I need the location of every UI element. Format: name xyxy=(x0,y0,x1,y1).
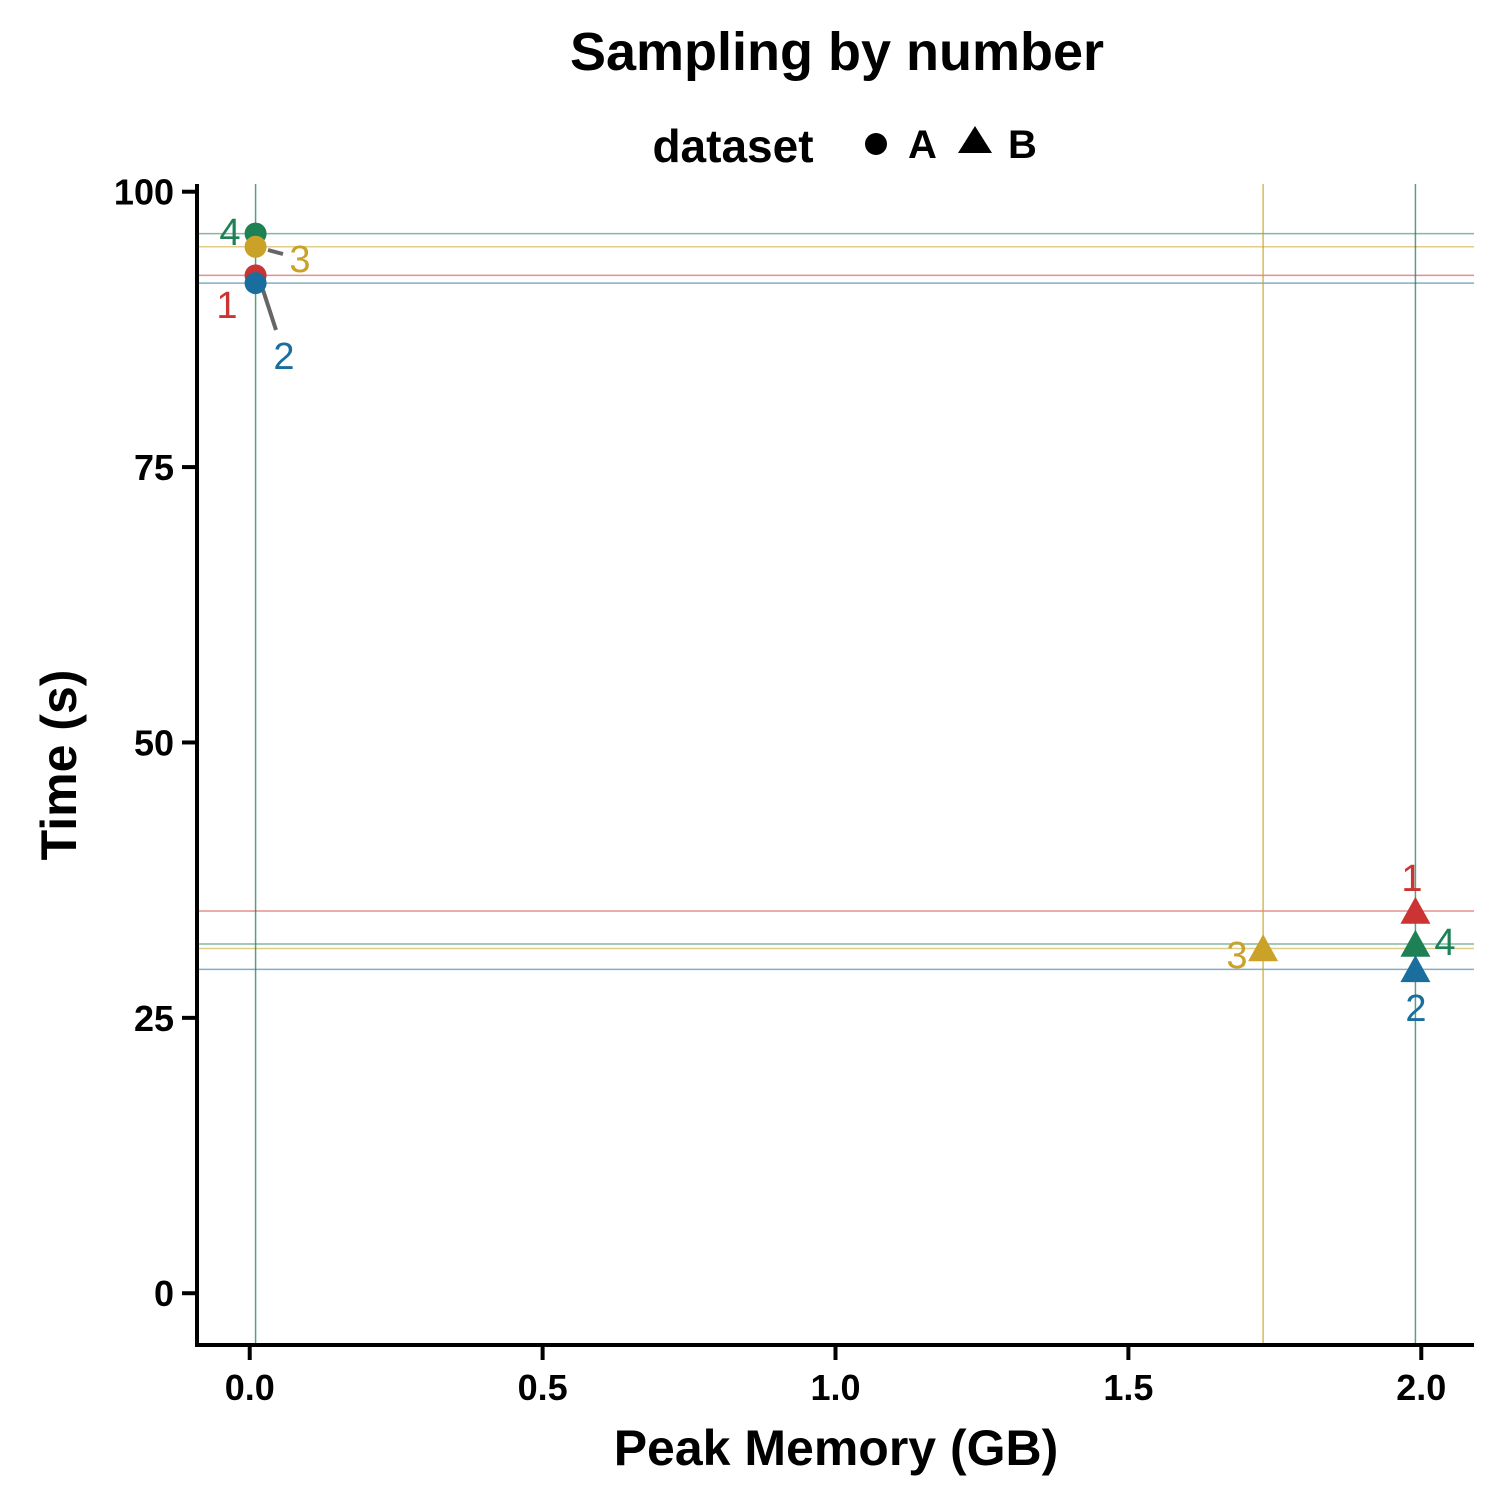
point-label-b2: 2 xyxy=(1405,988,1426,1030)
point-label-a4: 4 xyxy=(219,212,240,254)
point-b4 xyxy=(1400,929,1431,957)
point-label-a2: 2 xyxy=(273,336,294,378)
x-axis-ticks: 0.0 0.5 1.0 1.5 2.0 xyxy=(225,1345,1446,1408)
leader-line-a2 xyxy=(261,289,278,331)
reference-lines xyxy=(197,184,1474,1345)
y-axis-title: Time (s) xyxy=(31,670,87,861)
point-a2 xyxy=(244,272,267,295)
point-label-b4: 4 xyxy=(1434,922,1455,964)
axes xyxy=(195,184,1474,1347)
y-tick-label: 0 xyxy=(154,1273,174,1314)
x-axis-title: Peak Memory (GB) xyxy=(614,1420,1059,1476)
point-label-b1: 1 xyxy=(1401,858,1422,900)
point-label-a1: 1 xyxy=(216,285,237,327)
y-tick-label: 75 xyxy=(134,447,174,488)
leader-line-a3 xyxy=(267,248,284,256)
x-tick-label: 2.0 xyxy=(1396,1367,1446,1408)
point-b2 xyxy=(1400,955,1431,983)
x-tick-label: 0.0 xyxy=(225,1367,275,1408)
point-label-a3: 3 xyxy=(289,239,310,281)
y-axis-ticks: 0 25 50 75 100 xyxy=(114,172,197,1314)
x-tick-label: 1.0 xyxy=(810,1367,860,1408)
legend: dataset A B xyxy=(652,120,1036,172)
legend-label-b: B xyxy=(1008,123,1037,167)
data-points xyxy=(244,222,1431,983)
y-tick-label: 50 xyxy=(134,722,174,763)
point-b3 xyxy=(1248,934,1279,962)
point-label-b3: 3 xyxy=(1226,935,1247,977)
y-tick-label: 25 xyxy=(134,998,174,1039)
legend-label-a: A xyxy=(908,123,937,167)
point-b1 xyxy=(1400,896,1431,924)
x-tick-label: 0.5 xyxy=(518,1367,568,1408)
legend-title: dataset xyxy=(652,120,813,172)
point-labels: 4 3 1 2 1 4 3 2 xyxy=(216,212,1455,1030)
x-tick-label: 1.5 xyxy=(1103,1367,1153,1408)
point-a3 xyxy=(244,235,267,258)
legend-marker-triangle xyxy=(958,126,992,153)
chart-title: Sampling by number xyxy=(570,22,1104,82)
y-tick-label: 100 xyxy=(114,172,174,213)
legend-marker-circle xyxy=(865,133,887,155)
